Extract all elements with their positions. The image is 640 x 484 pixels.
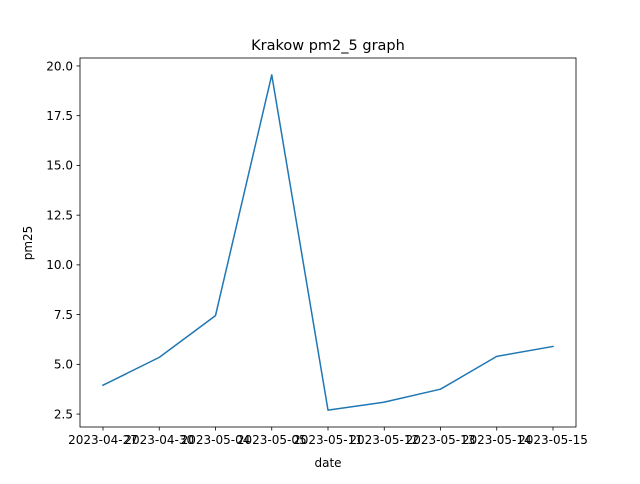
y-tick-label: 7.5 <box>54 308 73 322</box>
y-tick-label: 5.0 <box>54 358 73 372</box>
y-axis-label: pm25 <box>21 226 35 261</box>
x-axis-label: date <box>314 456 341 470</box>
x-tick-label: 2023-05-04 <box>181 433 251 447</box>
x-tick-label: 2023-05-14 <box>462 433 532 447</box>
y-tick-label: 20.0 <box>46 59 73 73</box>
x-tick-label: 2023-04-27 <box>68 433 138 447</box>
chart-title: Krakow pm2_5 graph <box>251 38 405 54</box>
x-tick-label: 2023-05-13 <box>406 433 476 447</box>
x-tick-label: 2023-05-11 <box>293 433 363 447</box>
x-tick-label: 2023-05-05 <box>237 433 307 447</box>
series-line <box>101 74 554 411</box>
y-tick-label: 15.0 <box>46 159 73 173</box>
x-tick-label: 2023-04-30 <box>124 433 194 447</box>
y-tick-label: 12.5 <box>46 208 73 222</box>
x-tick-label: 2023-05-12 <box>349 433 419 447</box>
y-tick-label: 17.5 <box>46 109 73 123</box>
x-tick-label: 2023-05-15 <box>518 433 588 447</box>
plot-area: 2023-04-272023-04-302023-05-042023-05-05… <box>46 57 588 447</box>
y-tick-label: 2.5 <box>54 407 73 421</box>
y-tick-label: 10.0 <box>46 258 73 272</box>
